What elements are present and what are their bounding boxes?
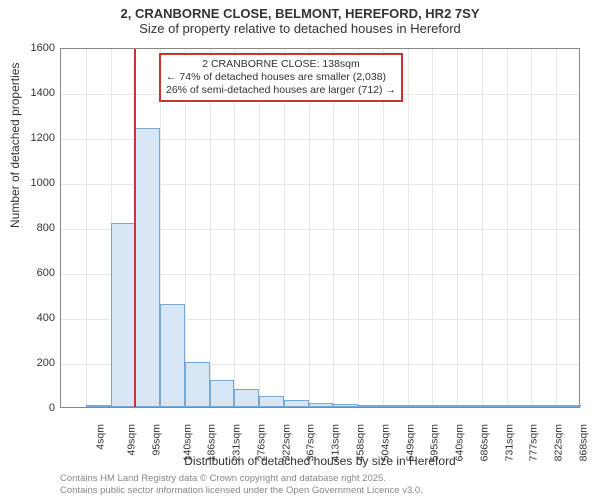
histogram-bar	[234, 389, 259, 407]
x-tick-label: 186sqm	[206, 424, 218, 461]
chart-title-address: 2, CRANBORNE CLOSE, BELMONT, HEREFORD, H…	[0, 6, 600, 21]
x-tick-label: 549sqm	[404, 424, 416, 461]
histogram-bar	[358, 405, 383, 407]
histogram-bar	[259, 396, 284, 407]
y-tick-label: 1400	[5, 87, 55, 99]
histogram-bar	[457, 405, 482, 407]
gridline-v	[309, 49, 310, 407]
gridline-v	[531, 49, 532, 407]
histogram-bar	[309, 403, 334, 407]
histogram-bar	[86, 405, 111, 407]
gridline-v	[333, 49, 334, 407]
gridline-v	[358, 49, 359, 407]
x-tick-label: 822sqm	[552, 424, 564, 461]
x-tick-label: 413sqm	[330, 424, 342, 461]
x-tick-label: 686sqm	[478, 424, 490, 461]
x-tick-label: 140sqm	[181, 424, 193, 461]
histogram-bar	[160, 304, 185, 408]
annotation-callout: 2 CRANBORNE CLOSE: 138sqm ← 74% of detac…	[159, 53, 403, 102]
y-tick-label: 1600	[5, 42, 55, 54]
chart-title-block: 2, CRANBORNE CLOSE, BELMONT, HEREFORD, H…	[0, 0, 600, 36]
y-tick-label: 800	[5, 222, 55, 234]
annotation-line2: ← 74% of detached houses are smaller (2,…	[166, 71, 396, 84]
gridline-v	[383, 49, 384, 407]
gridline-v	[284, 49, 285, 407]
histogram-bar	[531, 405, 556, 407]
x-axis-label: Distribution of detached houses by size …	[60, 454, 580, 468]
x-tick-label: 777sqm	[528, 424, 540, 461]
gridline-v	[259, 49, 260, 407]
chart-title-subtitle: Size of property relative to detached ho…	[0, 21, 600, 36]
gridline-v	[86, 49, 87, 407]
histogram-bar	[185, 362, 210, 407]
footer-line1: Contains HM Land Registry data © Crown c…	[60, 473, 423, 484]
y-tick-label: 400	[5, 312, 55, 324]
gridline-v	[234, 49, 235, 407]
y-tick-label: 1000	[5, 177, 55, 189]
gridline-v	[457, 49, 458, 407]
gridline-v	[210, 49, 211, 407]
attribution-footer: Contains HM Land Registry data © Crown c…	[60, 473, 423, 496]
y-tick-label: 1200	[5, 132, 55, 144]
plot-area: 2 CRANBORNE CLOSE: 138sqm ← 74% of detac…	[60, 48, 580, 408]
gridline-v	[556, 49, 557, 407]
x-tick-label: 49sqm	[126, 424, 138, 456]
x-tick-label: 504sqm	[379, 424, 391, 461]
annotation-line3: 26% of semi-detached houses are larger (…	[166, 84, 396, 97]
histogram-bar	[210, 380, 235, 407]
histogram-bar	[556, 405, 581, 407]
footer-line2: Contains public sector information licen…	[60, 485, 423, 496]
x-tick-label: 322sqm	[280, 424, 292, 461]
gridline-v	[408, 49, 409, 407]
histogram-bar	[432, 405, 457, 407]
property-marker-line	[134, 49, 136, 407]
x-tick-label: 276sqm	[255, 424, 267, 461]
gridline-v	[185, 49, 186, 407]
x-tick-label: 868sqm	[577, 424, 589, 461]
histogram-bar	[408, 405, 433, 407]
y-tick-label: 200	[5, 357, 55, 369]
histogram-bar	[111, 223, 136, 408]
x-tick-label: 4sqm	[95, 424, 107, 450]
histogram-bar	[383, 405, 408, 407]
x-tick-label: 458sqm	[354, 424, 366, 461]
histogram-bar	[482, 405, 507, 407]
gridline-v	[432, 49, 433, 407]
x-tick-label: 231sqm	[231, 424, 243, 461]
x-tick-label: 95sqm	[150, 424, 162, 456]
gridline-v	[507, 49, 508, 407]
y-tick-label: 0	[5, 402, 55, 414]
histogram-bar	[284, 400, 309, 407]
x-tick-label: 367sqm	[305, 424, 317, 461]
x-tick-label: 640sqm	[453, 424, 465, 461]
annotation-line1: 2 CRANBORNE CLOSE: 138sqm	[166, 58, 396, 71]
histogram-bar	[333, 404, 358, 407]
x-tick-label: 595sqm	[429, 424, 441, 461]
histogram-bar	[507, 405, 532, 407]
gridline-v	[482, 49, 483, 407]
histogram-bar	[135, 128, 160, 407]
x-tick-label: 731sqm	[503, 424, 515, 461]
y-tick-label: 600	[5, 267, 55, 279]
